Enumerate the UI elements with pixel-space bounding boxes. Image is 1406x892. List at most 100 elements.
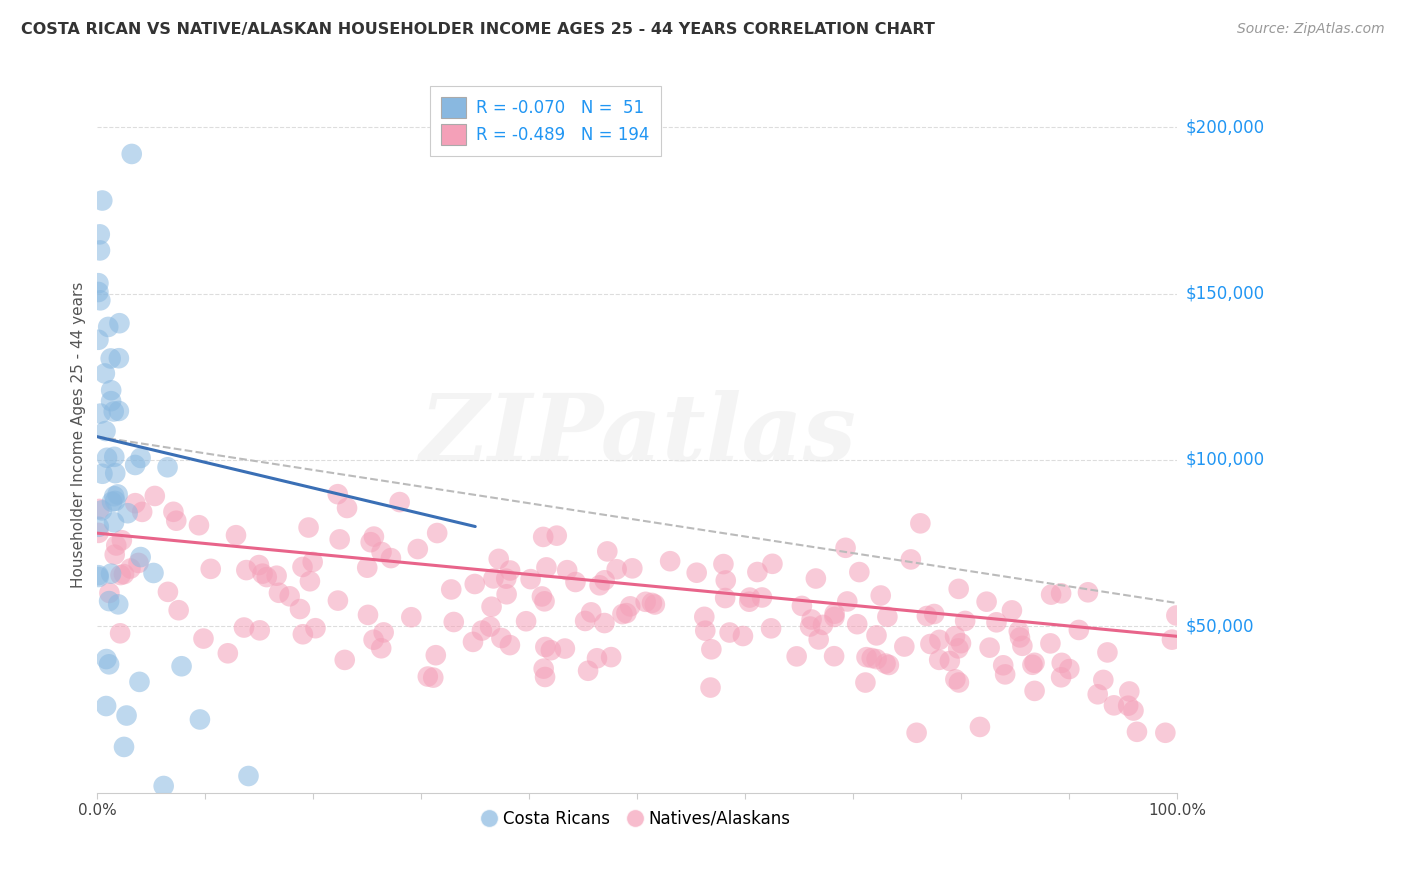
Point (165, 514, 187, 528)
Point (401, 610, 423, 624)
Point (979, 640, 1001, 655)
Point (128, 556, 150, 570)
Point (534, 670, 557, 684)
Point (370, 641, 392, 656)
Point (945, 673, 967, 687)
Point (94, 424, 117, 438)
Point (89, 502, 111, 516)
Point (89, 244, 111, 258)
Point (536, 560, 558, 574)
Point (1050, 586, 1073, 600)
Point (1024, 684, 1046, 698)
Point (495, 587, 517, 601)
Point (641, 596, 664, 610)
Point (1059, 662, 1081, 676)
Point (738, 595, 761, 609)
Point (266, 568, 288, 582)
Point (124, 458, 146, 472)
Point (600, 650, 623, 665)
Point (713, 557, 735, 571)
Point (170, 659, 193, 673)
Point (699, 681, 721, 695)
Point (714, 574, 737, 588)
Text: $100,000: $100,000 (1185, 451, 1264, 469)
Point (799, 619, 821, 633)
Point (834, 541, 856, 555)
Point (759, 621, 782, 635)
Point (1001, 603, 1024, 617)
Point (108, 626, 131, 640)
Point (129, 450, 152, 465)
Point (531, 530, 554, 544)
Point (360, 535, 382, 549)
Point (1102, 698, 1125, 713)
Point (491, 631, 513, 645)
Point (256, 570, 278, 584)
Point (96, 450, 118, 465)
Point (1118, 684, 1140, 698)
Point (97, 320, 120, 334)
Point (252, 566, 274, 581)
Point (488, 552, 510, 566)
Point (482, 571, 505, 585)
Point (922, 607, 945, 621)
Point (217, 646, 239, 660)
Point (900, 552, 922, 566)
Point (406, 542, 429, 557)
Point (837, 594, 859, 608)
Point (425, 648, 447, 663)
Point (564, 574, 586, 589)
Point (443, 615, 465, 629)
Text: $50,000: $50,000 (1185, 617, 1254, 635)
Point (193, 632, 215, 646)
Point (89, 227, 111, 242)
Point (695, 624, 717, 638)
Point (152, 779, 174, 793)
Point (969, 720, 991, 734)
Point (98, 657, 121, 672)
Point (90, 407, 112, 421)
Point (546, 528, 568, 542)
Point (104, 466, 127, 480)
Point (920, 637, 942, 651)
Point (249, 624, 271, 638)
Point (495, 572, 517, 586)
Point (910, 516, 932, 531)
Point (893, 640, 915, 654)
Point (555, 563, 578, 577)
Point (976, 595, 998, 609)
Point (807, 632, 830, 647)
Point (824, 607, 846, 621)
Point (333, 653, 356, 667)
Point (533, 594, 555, 608)
Y-axis label: Householder Income Ages 25 - 44 years: Householder Income Ages 25 - 44 years (72, 282, 86, 588)
Point (1166, 608, 1188, 623)
Point (731, 629, 754, 643)
Point (1067, 623, 1090, 637)
Point (619, 599, 641, 614)
Point (297, 520, 319, 534)
Point (994, 667, 1017, 681)
Point (100, 384, 122, 398)
Point (91, 194, 114, 208)
Point (1092, 673, 1115, 687)
Point (235, 563, 257, 577)
Point (156, 585, 179, 599)
Point (103, 404, 125, 418)
Point (554, 641, 576, 656)
Point (87, 333, 110, 347)
Point (693, 610, 716, 624)
Point (800, 613, 823, 627)
Point (1050, 656, 1073, 670)
Point (329, 533, 352, 547)
Point (115, 708, 138, 723)
Point (112, 567, 135, 582)
Point (128, 674, 150, 689)
Point (416, 669, 439, 683)
Point (986, 615, 1008, 630)
Point (422, 671, 444, 685)
Point (298, 574, 321, 589)
Point (790, 599, 813, 613)
Point (363, 632, 385, 647)
Point (593, 574, 616, 588)
